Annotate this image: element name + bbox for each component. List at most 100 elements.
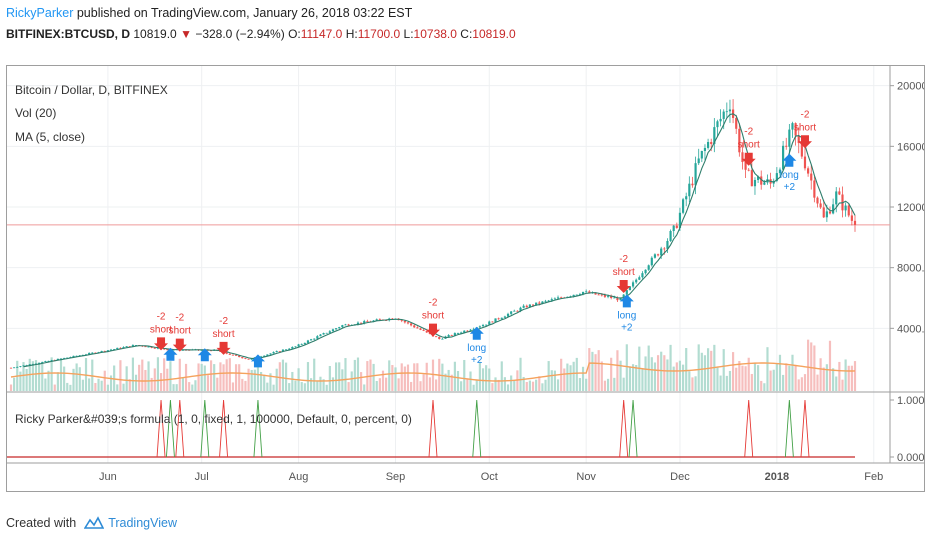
volume-bar (694, 376, 697, 391)
volume-bar (825, 364, 828, 391)
time-tick-label: Aug (289, 471, 309, 483)
volume-bar (766, 347, 769, 391)
candle-body (172, 349, 175, 351)
volume-bar (281, 359, 285, 391)
volume-bar (706, 348, 710, 391)
volume-bar (463, 359, 466, 391)
short-label: short (212, 329, 234, 340)
volume-bar (719, 375, 722, 391)
candle-body (294, 346, 297, 348)
volume-bar (685, 348, 688, 391)
grid (7, 66, 924, 464)
candle-body (544, 300, 547, 302)
volume-bar (581, 366, 585, 391)
volume-bar (641, 369, 644, 391)
low-value: 10738.0 (413, 27, 457, 41)
candle-body (297, 344, 300, 347)
volume-bar (566, 363, 569, 391)
candle-body (556, 297, 560, 299)
volume-bar (772, 369, 775, 391)
volume-bar (88, 378, 91, 391)
candle-body (88, 352, 91, 355)
volume-bar (735, 367, 738, 391)
candle-body (844, 205, 847, 211)
time-tick-label: Jun (99, 471, 117, 483)
volume-bar (819, 358, 822, 391)
publish-text: published on TradingView.com, January 26… (73, 6, 413, 20)
volume-bar (844, 359, 847, 391)
volume-bar (666, 359, 669, 391)
volume-bar (316, 380, 319, 391)
volume-bar (222, 364, 225, 391)
candle-body (150, 346, 153, 348)
candle-body (200, 350, 203, 351)
indicator-spike (784, 399, 794, 458)
candle-body (656, 254, 660, 256)
candle-body (481, 325, 485, 327)
long-arrow-icon (782, 153, 797, 167)
candle-body (828, 211, 832, 214)
short-arrow-icon (172, 338, 187, 352)
candle-body (56, 358, 59, 361)
volume-bar (528, 380, 531, 391)
candle-body (797, 135, 800, 144)
chart-svg[interactable]: -2short-2short-2short-2shortlong+2-2shor… (7, 66, 924, 491)
candle-body (669, 231, 672, 241)
volume-bar (138, 364, 141, 391)
volume-bar (325, 384, 328, 391)
price-change: −328.0 (−2.94%) (195, 27, 285, 41)
candle-body (125, 346, 128, 348)
candle-body (109, 349, 113, 351)
candle-body (410, 323, 413, 326)
candle-body (785, 145, 788, 147)
volume-bar (494, 377, 497, 391)
candle-body (59, 358, 63, 360)
candle-body (341, 325, 344, 328)
volume-bar (335, 362, 338, 391)
volume-bar (610, 357, 613, 391)
volume-bar (178, 358, 181, 391)
volume-bar (419, 381, 422, 391)
volume-bar (553, 370, 557, 391)
candle-body (550, 299, 553, 301)
volume-bar (832, 368, 835, 391)
volume-bar (228, 358, 231, 391)
volume-bar (22, 362, 25, 391)
open-label: O: (288, 27, 301, 41)
volume-bar (810, 342, 813, 391)
candle-body (760, 176, 763, 185)
volume-bar (100, 380, 103, 391)
indicator-spike (175, 399, 185, 458)
tradingview-brand[interactable]: TradingView (108, 516, 177, 530)
candle-body (516, 310, 519, 312)
volume-bar (725, 375, 728, 391)
candle-body (635, 279, 638, 283)
volume-bar (597, 350, 600, 391)
short-arrow-icon (216, 341, 231, 355)
volume-bar (338, 362, 341, 391)
candle-body (378, 319, 381, 321)
candle-body (694, 163, 697, 186)
chart-container[interactable]: -2 short -2 short -2 short -2 short long +2 -2 shor… (6, 65, 925, 492)
footer: Created with TradingView (6, 516, 177, 530)
volume-bar (381, 370, 385, 391)
volume-bar (794, 365, 797, 391)
candle-body (122, 347, 125, 349)
volume-bar (585, 378, 588, 391)
time-tick-label: Jul (195, 471, 209, 483)
candle-body (478, 326, 481, 328)
candle-body (19, 366, 22, 367)
volume-bar (369, 359, 372, 391)
candle-body (400, 320, 403, 321)
candle-body (672, 225, 675, 232)
volume-bar (388, 360, 391, 391)
candle-body (259, 356, 263, 358)
author-link[interactable]: RickyParker (6, 6, 74, 20)
candle-body (531, 304, 535, 306)
volume-bar (225, 359, 228, 391)
volume-bar (194, 380, 197, 391)
volume-bars (9, 339, 857, 391)
candle-body (503, 316, 506, 318)
candle-body (791, 123, 794, 130)
short-arrow-icon (154, 337, 169, 351)
